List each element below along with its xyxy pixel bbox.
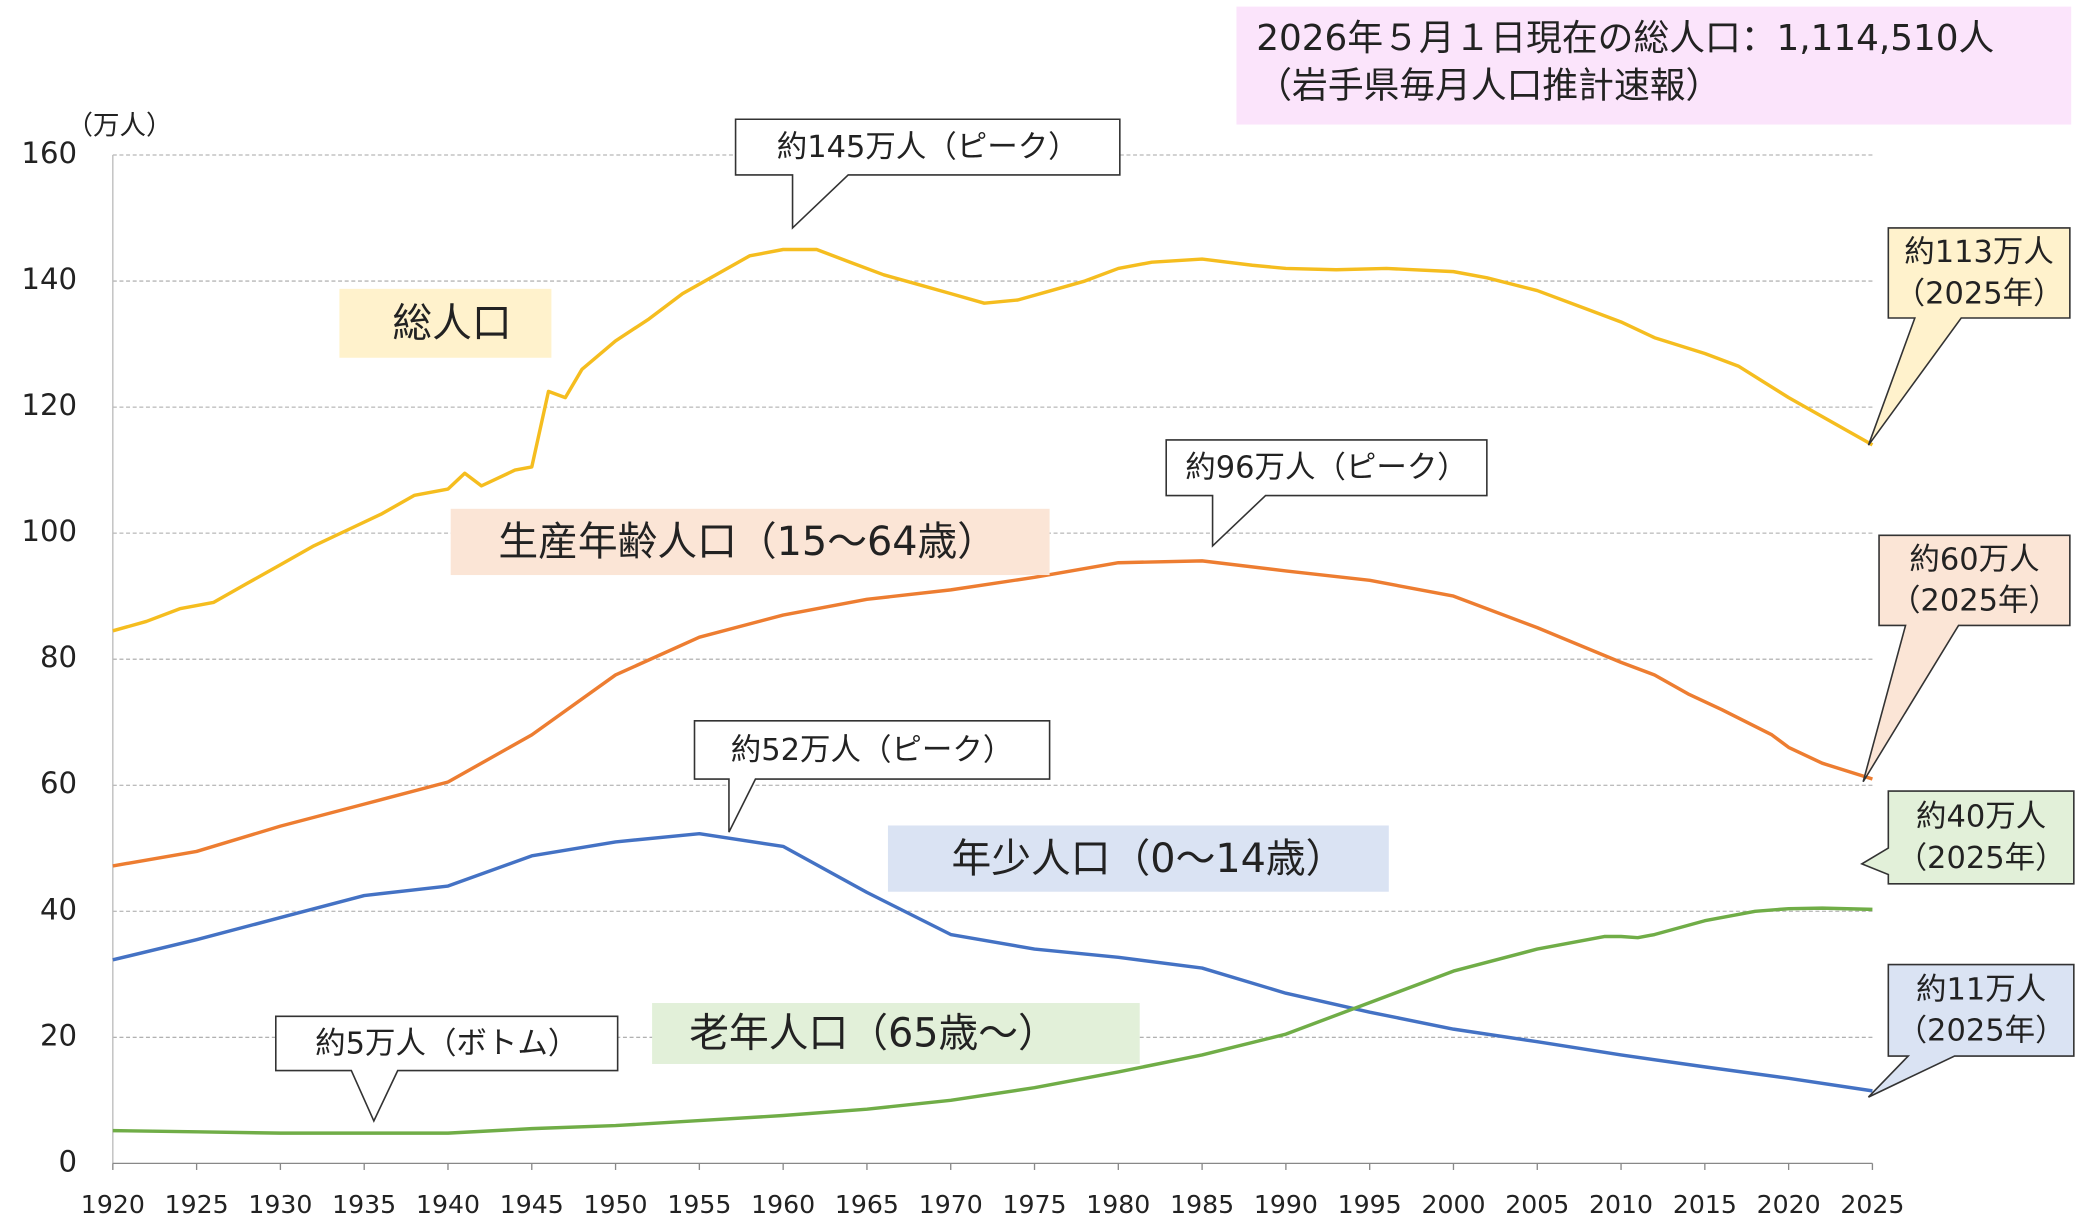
y-unit: （万人） — [66, 111, 172, 142]
x-tick-label: 2025 — [1840, 1190, 1904, 1219]
y-tick-label: 100 — [21, 514, 77, 548]
callout-text: （2025年） — [1895, 276, 2064, 311]
callout-text: 約11万人 — [1916, 973, 2046, 1008]
x-tick-label: 1995 — [1338, 1190, 1402, 1219]
series-label: 年少人口（0～14歳） — [952, 836, 1346, 882]
y-tick-label: 40 — [40, 892, 77, 926]
callout-text: 約40万人 — [1916, 800, 2046, 835]
series-label-box — [887, 825, 1389, 892]
info-box — [1236, 6, 2072, 125]
x-tick-label: 2010 — [1589, 1190, 1653, 1219]
x-tick-label: 1945 — [500, 1190, 564, 1219]
callout — [1867, 963, 2075, 1098]
series-label: 生産年齢人口（15～64歳） — [498, 519, 997, 565]
callout — [1867, 227, 2071, 446]
x-tick-label: 1970 — [919, 1190, 983, 1219]
series-line — [112, 247, 1874, 633]
y-tick-label: 0 — [59, 1144, 78, 1178]
y-tick-label: 160 — [21, 136, 77, 170]
x-tick-label: 1965 — [835, 1190, 899, 1219]
callout — [1860, 790, 2075, 885]
x-tick-label: 1925 — [165, 1190, 229, 1219]
callout-text: （2025年） — [1897, 1014, 2066, 1049]
x-tick-label: 2015 — [1673, 1190, 1737, 1219]
callout-text: 約52万人（ピーク） — [731, 733, 1014, 768]
x-tick-label: 2005 — [1505, 1190, 1569, 1219]
x-tick-label: 1920 — [81, 1190, 145, 1219]
series-line — [112, 559, 1873, 868]
x-tick-label: 1950 — [584, 1190, 648, 1219]
callout-text: 約60万人 — [1909, 543, 2039, 578]
x-tick-label: 1940 — [416, 1190, 480, 1219]
x-tick-label: 2000 — [1421, 1190, 1485, 1219]
callout — [734, 118, 1121, 230]
series-label: 総人口 — [392, 300, 511, 346]
callout — [1165, 439, 1488, 548]
callout-text: 約5万人（ボトム） — [315, 1026, 578, 1061]
info-text: 2026年５月１日現在の総人口：1,114,510人 — [1256, 18, 1994, 59]
x-tick-label: 2020 — [1757, 1190, 1821, 1219]
y-tick-label: 80 — [40, 640, 77, 674]
y-tick-label: 140 — [21, 262, 77, 296]
callout — [1862, 534, 2071, 783]
series-label: 老年人口（65歳～） — [689, 1011, 1058, 1057]
info-text: （岩手県毎月人口推計速報） — [1256, 65, 1721, 106]
callout-text: 約113万人 — [1904, 235, 2054, 270]
x-tick-label: 1960 — [751, 1190, 815, 1219]
x-tick-label: 1990 — [1254, 1190, 1318, 1219]
x-tick-label: 1980 — [1086, 1190, 1150, 1219]
x-tick-label: 1935 — [332, 1190, 396, 1219]
y-tick-label: 120 — [21, 388, 77, 422]
callout-text: 約145万人（ピーク） — [777, 130, 1079, 165]
series-line — [112, 906, 1873, 1135]
series-label-box — [339, 288, 552, 358]
x-tick-label: 1930 — [248, 1190, 312, 1219]
x-tick-label: 1985 — [1170, 1190, 1234, 1219]
x-tick-label: 1955 — [667, 1190, 731, 1219]
series-label-box — [450, 508, 1050, 576]
series-label-box — [652, 1003, 1140, 1064]
callout-text: 約96万人（ピーク） — [1185, 451, 1468, 486]
series-line — [112, 831, 1873, 1093]
y-tick-label: 60 — [40, 766, 77, 800]
callout-text: （2025年） — [1897, 841, 2066, 876]
callout-text: （2025年） — [1890, 584, 2059, 619]
callout — [275, 1015, 619, 1123]
y-tick-label: 20 — [40, 1018, 77, 1052]
callout — [693, 720, 1051, 833]
x-tick-label: 1975 — [1003, 1190, 1067, 1219]
